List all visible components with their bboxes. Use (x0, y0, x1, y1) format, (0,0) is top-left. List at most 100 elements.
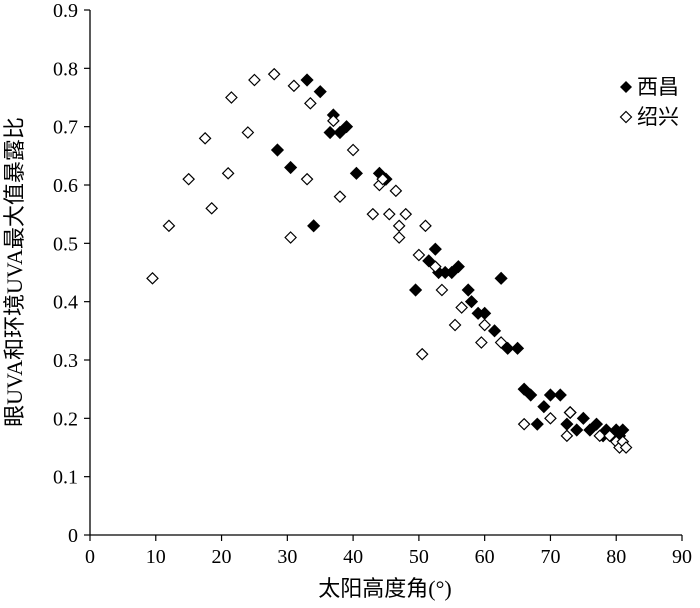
legend-marker-filled-diamond (620, 81, 632, 93)
point-xichang (451, 260, 465, 274)
point-shaoxing (300, 172, 314, 186)
axes (89, 10, 682, 536)
y-tick-label: 0.8 (53, 58, 78, 80)
point-shaoxing (346, 143, 360, 157)
point-shaoxing (366, 207, 380, 221)
ticks: 0 10 20 30 40 50 60 70 80 90 0 0.1 0.2 0.3 0.4 0.5 0.6 0.… (53, 0, 692, 568)
point-shaoxing (415, 347, 429, 361)
x-tick-label: 20 (212, 546, 232, 568)
point-shaoxing (412, 248, 426, 262)
y-tick-label: 0.7 (53, 117, 78, 139)
y-tick-label: 0.3 (53, 350, 78, 372)
point-shaoxing (198, 131, 212, 145)
point-shaoxing (327, 114, 340, 128)
y-tick-label: 0.9 (53, 0, 78, 22)
point-shaoxing (619, 441, 633, 454)
point-xichang (501, 341, 515, 355)
point-shaoxing (267, 67, 281, 81)
legend-label-xichang: 西昌 (637, 75, 679, 99)
y-tick-label: 0.1 (53, 467, 78, 489)
point-xichang (313, 85, 327, 99)
y-tick-label: 0 (68, 525, 78, 547)
point-shaoxing (304, 96, 317, 110)
point-xichang (576, 411, 590, 425)
point-shaoxing (225, 91, 238, 104)
point-shaoxing (563, 406, 577, 419)
point-xichang (530, 417, 544, 431)
point-shaoxing (241, 126, 255, 139)
point-shaoxing (603, 429, 616, 443)
point-shaoxing (494, 336, 508, 349)
point-shaoxing (435, 283, 449, 297)
point-shaoxing (162, 219, 176, 233)
y-axis-title: 眼UVA和环境UVA最大值暴露比 (2, 117, 27, 427)
point-shaoxing (333, 190, 347, 204)
point-shaoxing (376, 172, 390, 186)
point-xichang (524, 388, 538, 402)
point-shaoxing (182, 172, 196, 186)
point-xichang (487, 324, 502, 338)
legend-item-xichang: 西昌 (620, 75, 679, 99)
point-shaoxing (560, 429, 574, 443)
point-shaoxing (428, 260, 442, 274)
point-shaoxing (455, 301, 468, 314)
point-xichang (461, 283, 475, 297)
point-xichang (543, 388, 558, 402)
point-xichang (422, 254, 436, 268)
legend-item-shaoxing: 绍兴 (619, 105, 679, 129)
x-tick-label: 10 (146, 546, 166, 568)
point-xichang (323, 125, 337, 140)
point-shaoxing (248, 73, 261, 87)
point-shaoxing (475, 336, 488, 349)
x-tick-label: 40 (343, 546, 363, 568)
point-shaoxing (284, 231, 297, 244)
point-xichang (589, 417, 604, 431)
point-shaoxing (205, 201, 219, 215)
point-xichang (428, 242, 442, 256)
x-tick-label: 60 (475, 546, 495, 568)
point-xichang (409, 283, 423, 297)
point-shaoxing (221, 166, 235, 180)
y-tick-label: 0.4 (53, 292, 78, 314)
point-shaoxing (382, 207, 396, 221)
x-tick-label: 30 (277, 546, 297, 568)
x-tick-label: 70 (540, 546, 560, 568)
point-shaoxing (399, 207, 413, 221)
legend-label-shaoxing: 绍兴 (637, 105, 679, 129)
point-shaoxing (389, 184, 403, 198)
point-xichang (560, 417, 574, 431)
x-tick-label: 80 (606, 546, 626, 568)
point-shaoxing (593, 429, 607, 443)
point-xichang (270, 143, 285, 157)
series-shaoxing (146, 67, 633, 454)
point-shaoxing (478, 318, 492, 332)
point-shaoxing (392, 231, 406, 244)
y-tick-label: 0.6 (53, 175, 78, 197)
x-tick-label: 90 (672, 546, 692, 568)
point-shaoxing (517, 417, 531, 431)
legend: 西昌 绍兴 (619, 75, 679, 129)
point-xichang (300, 73, 314, 87)
y-tick-label: 0.5 (53, 233, 78, 255)
point-xichang (464, 295, 479, 309)
point-shaoxing (544, 411, 557, 425)
point-shaoxing (287, 79, 301, 93)
point-xichang (553, 388, 567, 402)
point-xichang (510, 341, 525, 355)
point-xichang (478, 306, 492, 320)
point-xichang (349, 166, 363, 180)
series-xichang (270, 73, 630, 443)
point-xichang (570, 423, 584, 437)
legend-marker-open-diamond (619, 110, 633, 124)
data-points (146, 67, 633, 454)
x-axis-title: 太阳高度角(°) (318, 576, 451, 601)
point-xichang (494, 271, 508, 285)
point-xichang (307, 219, 321, 233)
point-shaoxing (448, 318, 462, 332)
point-xichang (537, 400, 551, 414)
point-shaoxing (419, 219, 432, 233)
point-xichang (284, 160, 298, 175)
point-shaoxing (392, 219, 406, 233)
point-xichang (339, 120, 354, 134)
